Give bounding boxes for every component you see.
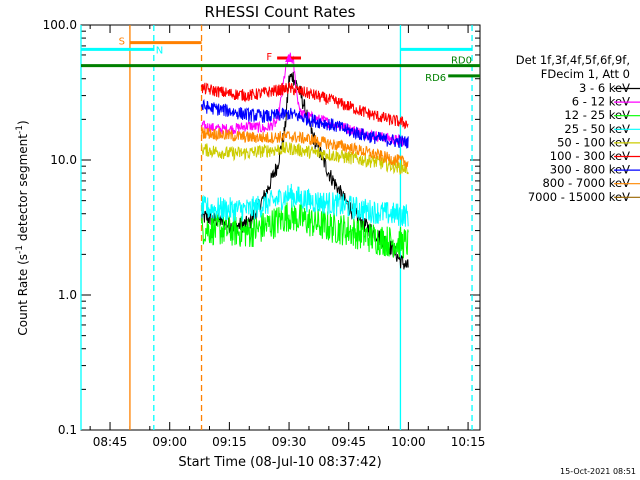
y-axis-label-sup1: -1 bbox=[15, 245, 25, 254]
x-tick-label: 09:00 bbox=[152, 435, 187, 449]
y-tick-label: 1.0 bbox=[58, 288, 77, 302]
x-tick-label: 09:15 bbox=[212, 435, 247, 449]
y-tick-label: 10.0 bbox=[50, 153, 77, 167]
flare-peak-marker bbox=[285, 53, 294, 62]
plot-area: 0.1 1.0 10.0 100.0 08:45 09:00 09:15 09:30 09:45… bbox=[43, 18, 486, 449]
legend-entry-label: 7000 - 15000 keV bbox=[528, 190, 630, 204]
interval-label: S bbox=[119, 37, 125, 48]
interval-label: RD0 bbox=[451, 56, 472, 67]
series-line-6 bbox=[201, 98, 409, 149]
series-line-7 bbox=[201, 127, 409, 169]
y-axis-label-part1: Count Rate (s bbox=[16, 254, 30, 336]
y-axis-label-part2: detector segment bbox=[16, 134, 30, 245]
x-tick-label: 09:45 bbox=[331, 435, 366, 449]
series-line-5 bbox=[201, 81, 409, 130]
y-axis-label-part3: ) bbox=[16, 120, 30, 125]
legend-entry-label: 50 - 100 keV bbox=[557, 135, 630, 149]
x-tick-label: 09:30 bbox=[272, 435, 307, 449]
interval-label: N bbox=[156, 45, 163, 56]
x-tick-label: 08:45 bbox=[93, 435, 128, 449]
interval-label: F bbox=[266, 52, 272, 63]
chart-title: RHESSI Count Rates bbox=[205, 3, 356, 21]
y-axis-label-sup2: -1 bbox=[15, 125, 25, 134]
legend-entry-label: 3 - 6 keV bbox=[579, 81, 630, 95]
legend-entry-label: 25 - 50 keV bbox=[564, 122, 630, 136]
interval-label: RD6 bbox=[425, 73, 446, 84]
x-tick-label: 10:00 bbox=[391, 435, 426, 449]
footer-timestamp: 15-Oct-2021 08:51 bbox=[560, 467, 636, 476]
y-tick-label: 100.0 bbox=[43, 18, 77, 32]
legend-header-line2: FDecim 1, Att 0 bbox=[541, 67, 630, 81]
x-tick-label: 10:15 bbox=[451, 435, 486, 449]
legend-entry-label: 6 - 12 keV bbox=[572, 95, 630, 109]
series-line-2 bbox=[201, 201, 409, 259]
x-axis-label: Start Time (08-Jul-10 08:37:42) bbox=[178, 455, 381, 470]
y-tick-label: 0.1 bbox=[58, 423, 77, 437]
legend-header-line1: Det 1f,3f,4f,5f,6f,9f, bbox=[516, 53, 630, 67]
legend-entry-label: 300 - 800 keV bbox=[550, 163, 630, 177]
legend-entry-label: 800 - 7000 keV bbox=[542, 176, 630, 190]
legend-entry-label: 12 - 25 keV bbox=[564, 108, 630, 122]
y-axis-label: Count Rate (s-1 detector segment-1) bbox=[15, 120, 30, 335]
series-line-3 bbox=[201, 183, 409, 227]
series-line-4 bbox=[201, 141, 409, 176]
legend-entry-label: 100 - 300 keV bbox=[550, 149, 630, 163]
